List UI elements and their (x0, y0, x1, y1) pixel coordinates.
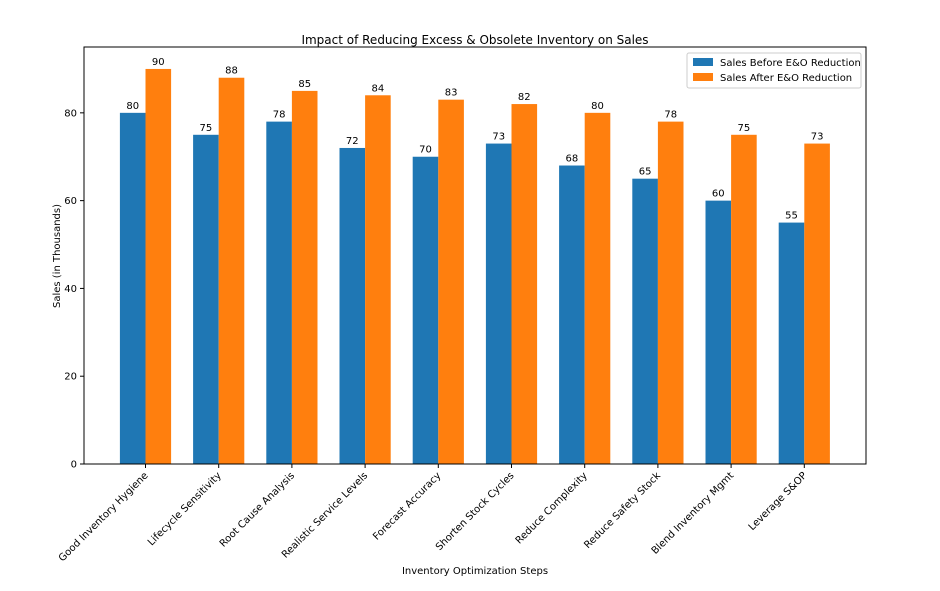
bar-value-label: 75 (738, 123, 751, 134)
bar-value-label: 80 (126, 101, 139, 112)
legend-box (686, 52, 862, 89)
bar-series-1-5 (412, 156, 439, 465)
x-tick-label: Leverage S&OP (747, 470, 810, 533)
y-tick-label: 80 (64, 108, 77, 119)
bar-series-1-8 (632, 178, 658, 464)
x-tick-label: Reduce Complexity (514, 470, 590, 546)
bar-value-label: 84 (372, 83, 385, 94)
bar-value-label: 83 (445, 88, 458, 99)
bar-value-label: 65 (639, 167, 652, 178)
bar-value-label: 78 (664, 110, 677, 121)
bar-value-label: 73 (492, 132, 505, 143)
y-axis: 0 20 40 60 80 (64, 108, 84, 471)
bar-series-1-9 (705, 200, 732, 464)
bars-group (119, 68, 830, 465)
y-tick-label: 60 (64, 196, 77, 207)
legend-label-2: Sales After E&O Reduction (720, 73, 852, 84)
bar-value-label: 80 (591, 101, 604, 112)
bar-value-label: 85 (298, 79, 311, 90)
x-tick-label: Shorten Stock Cycles (434, 470, 517, 553)
bar-series-2-3 (291, 90, 318, 464)
y-tick-label: 0 (71, 460, 77, 471)
bar-series-1-10 (778, 222, 805, 464)
bar-value-label: 70 (419, 145, 432, 156)
x-tick-label: Blend Inventory Mgmt (650, 470, 736, 556)
x-tick-label: Root Cause Analysis (218, 470, 297, 549)
legend: Sales Before E&O Reduction Sales After E&… (686, 52, 862, 89)
x-tick-label: Realistic Service Levels (280, 470, 370, 560)
bar-series-2-8 (657, 121, 684, 465)
plot-frame (83, 46, 867, 465)
legend-swatch-1 (693, 58, 713, 66)
bar-value-label: 90 (152, 57, 165, 68)
bar-value-label: 72 (346, 136, 359, 147)
y-tick-label: 40 (64, 284, 77, 295)
bar-value-label: 88 (225, 66, 238, 77)
x-tick-label: Lifecycle Sensitivity (146, 470, 224, 548)
bar-value-label: 82 (518, 92, 531, 103)
bar-series-2-5 (438, 99, 464, 465)
bar-value-label: 73 (811, 132, 824, 143)
bar-series-2-6 (511, 104, 538, 464)
bar-value-label: 55 (785, 211, 798, 222)
chart-title: Impact of Reducing Excess & Obsolete Inv… (301, 33, 648, 47)
bar-series-1-7 (559, 165, 585, 464)
bar-series-2-4 (365, 95, 391, 464)
legend-swatch-2 (693, 73, 713, 81)
bar-series-1-4 (339, 147, 366, 464)
bar-series-2-2 (218, 77, 245, 464)
y-tick-label: 20 (64, 372, 77, 383)
bar-series-1-6 (485, 143, 512, 464)
bar-series-2-1 (145, 68, 172, 464)
bar-series-1-2 (193, 134, 219, 465)
bar-labels-group: 80 75 78 72 70 73 68 65 60 55 90 88 85 84 83 82 80 78 75 73 (126, 57, 823, 222)
bar-value-label: 60 (712, 189, 725, 200)
x-tick-label: Reduce Safety Stock (582, 470, 663, 551)
y-axis-label: Sales (in Thousands) (52, 204, 63, 308)
bar-series-2-10 (804, 143, 830, 464)
bar-series-1-1 (119, 112, 146, 464)
x-tick-label: Good Inventory Hygiene (57, 470, 151, 564)
bar-value-label: 68 (566, 154, 579, 165)
bar-value-label: 78 (273, 110, 286, 121)
legend-label-1: Sales Before E&O Reduction (720, 58, 861, 69)
bar-value-label: 75 (200, 123, 213, 134)
bar-series-1-3 (266, 121, 292, 465)
bar-series-2-7 (584, 112, 611, 464)
bar-series-2-9 (731, 134, 757, 465)
x-tick-label: Forecast Accuracy (371, 470, 443, 542)
x-axis-label: Inventory Optimization Steps (402, 566, 548, 577)
